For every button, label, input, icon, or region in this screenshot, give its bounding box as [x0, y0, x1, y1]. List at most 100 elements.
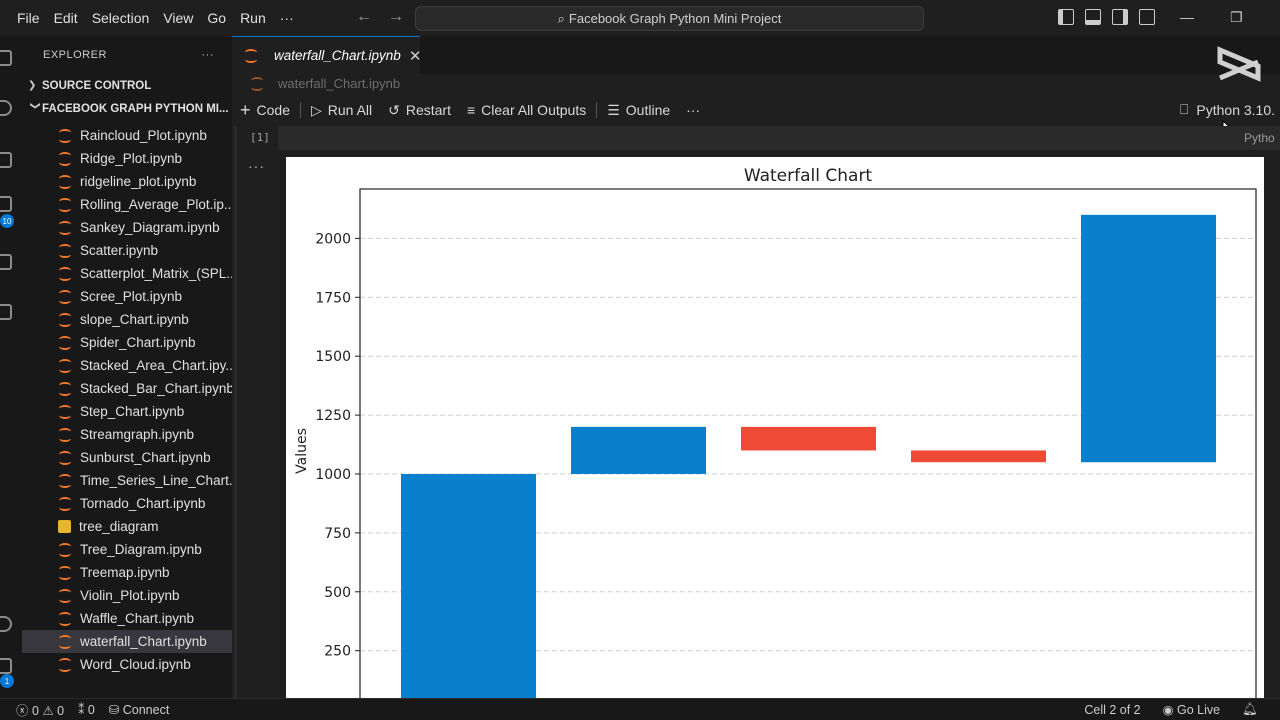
explorer-more-icon[interactable]: ··· — [201, 49, 214, 61]
menu-bar: File Edit Selection View Go Run ··· — [0, 6, 301, 30]
menu-item-view[interactable]: View — [163, 10, 194, 26]
search-text: Facebook Graph Python Mini Project — [568, 11, 782, 26]
file-name: Waffle_Chart.ipynb — [80, 611, 195, 626]
file-item[interactable]: Ridge_Plot.ipynb — [22, 147, 232, 170]
jupyter-file-icon — [58, 611, 72, 626]
menu-item-selection[interactable]: Selection — [91, 10, 150, 26]
jupyter-file-icon — [58, 450, 72, 465]
plus-icon: + — [240, 99, 251, 120]
breadcrumb-file[interactable]: waterfall_Chart.ipynb — [278, 76, 401, 91]
jupyter-file-icon — [58, 381, 72, 396]
menu-item-file[interactable]: File — [17, 10, 40, 26]
source-control-section[interactable]: ❯ SOURCE CONTROL — [22, 74, 232, 97]
file-item[interactable]: Stacked_Bar_Chart.ipynb — [22, 377, 232, 400]
kernel-picker[interactable]: ⎕ Python 3.10. — [1180, 101, 1275, 118]
file-name: Stacked_Area_Chart.ipy... — [80, 358, 232, 373]
file-item[interactable]: Tree_Diagram.ipynb — [22, 538, 232, 561]
file-name: waterfall_Chart.ipynb — [80, 634, 207, 649]
jupyter-file-icon — [58, 174, 72, 189]
file-name: Scatter.ipynb — [80, 243, 159, 258]
restart-button[interactable]: ↺ Restart — [380, 102, 459, 119]
toggle-panel-icon[interactable] — [1085, 9, 1101, 25]
toggle-primary-sidebar-icon[interactable] — [1058, 9, 1074, 25]
accounts-icon[interactable] — [0, 616, 12, 632]
file-item[interactable]: Word_Cloud.ipynb — [22, 653, 232, 676]
jupyter-file-icon — [58, 473, 72, 488]
file-name: ridgeline_plot.ipynb — [80, 174, 197, 189]
file-item[interactable]: Scatterplot_Matrix_(SPL... — [22, 262, 232, 285]
project-folder-section[interactable]: ❯ FACEBOOK GRAPH PYTHON MI... — [22, 97, 232, 120]
cell-language-label[interactable]: Pytho — [1244, 131, 1275, 145]
file-item[interactable]: Rolling_Average_Plot.ip... — [22, 193, 232, 216]
file-item[interactable]: Scatter.ipynb — [22, 239, 232, 262]
file-item[interactable]: Spider_Chart.ipynb — [22, 331, 232, 354]
title-bar: File Edit Selection View Go Run ··· ← → ⌕ Face… — [0, 0, 1280, 36]
file-item[interactable]: Scree_Plot.ipynb — [22, 285, 232, 308]
jupyter-file-icon — [244, 48, 258, 63]
file-item[interactable]: tree_diagram — [22, 515, 232, 538]
file-item[interactable]: ridgeline_plot.ipynb — [22, 170, 232, 193]
close-icon[interactable]: ✕ — [408, 47, 422, 65]
file-name: Scree_Plot.ipynb — [80, 289, 183, 304]
menu-item-more[interactable]: ··· — [279, 10, 294, 26]
jupyter-file-icon — [58, 404, 72, 419]
jupyter-file-icon — [58, 496, 72, 511]
toolbar-more-button[interactable]: ··· — [686, 102, 701, 118]
source-control-icon[interactable] — [0, 196, 12, 212]
problems-indicator[interactable]: ⓧ 0 ⚠ 0 — [16, 700, 64, 719]
sidebar-sash[interactable] — [234, 126, 237, 698]
error-icon: ⓧ — [16, 704, 29, 718]
cell-position[interactable]: Cell 2 of 2 — [1084, 702, 1141, 717]
testing-icon[interactable] — [0, 254, 12, 270]
customize-layout-icon[interactable] — [1139, 9, 1155, 25]
tab-waterfall-chart[interactable]: waterfall_Chart.ipynb ✕ — [232, 36, 422, 74]
code-cell-editor[interactable] — [278, 126, 1280, 150]
toggle-secondary-sidebar-icon[interactable] — [1112, 9, 1128, 25]
file-item[interactable]: Tornado_Chart.ipynb — [22, 492, 232, 515]
file-item[interactable]: Streamgraph.ipynb — [22, 423, 232, 446]
menu-item-run[interactable]: Run — [240, 10, 266, 26]
file-name: Rolling_Average_Plot.ip... — [80, 197, 232, 212]
run-debug-icon[interactable] — [0, 152, 12, 168]
file-item[interactable]: Step_Chart.ipynb — [22, 400, 232, 423]
waterfall-bar — [571, 426, 706, 474]
command-center-search[interactable]: ⌕ Facebook Graph Python Mini Project — [415, 6, 924, 31]
clear-all-outputs-button[interactable]: ≡ Clear All Outputs — [459, 102, 594, 118]
explorer-icon[interactable] — [0, 50, 12, 66]
menu-item-go[interactable]: Go — [207, 10, 227, 26]
editor-tab-bar: waterfall_Chart.ipynb ✕ — [232, 36, 1280, 74]
file-item[interactable]: Sankey_Diagram.ipynb — [22, 216, 232, 239]
extensions-icon[interactable] — [0, 304, 12, 320]
add-code-cell-button[interactable]: + Code — [232, 100, 298, 121]
waterfall-bar — [1081, 214, 1216, 463]
search-activity-icon[interactable] — [0, 100, 12, 116]
file-item[interactable]: Waffle_Chart.ipynb — [22, 607, 232, 630]
file-item[interactable]: slope_Chart.ipynb — [22, 308, 232, 331]
kernel-icon: ⎕ — [1180, 101, 1189, 117]
source-control-badge: 10 — [0, 214, 14, 228]
file-item[interactable]: Sunburst_Chart.ipynb — [22, 446, 232, 469]
connect-button[interactable]: ⛁ Connect — [109, 702, 170, 717]
output-more-icon[interactable]: ··· — [248, 158, 265, 174]
restore-icon[interactable]: ❐ — [1230, 9, 1243, 25]
back-arrow-icon[interactable]: ← — [356, 8, 372, 25]
file-name: slope_Chart.ipynb — [80, 312, 189, 327]
file-item[interactable]: Treemap.ipynb — [22, 561, 232, 584]
file-item[interactable]: waterfall_Chart.ipynb — [22, 630, 232, 653]
forward-arrow-icon[interactable]: → — [388, 8, 404, 25]
file-item[interactable]: Raincloud_Plot.ipynb — [22, 124, 232, 147]
y-tick-label: 250 — [324, 644, 351, 660]
jupyter-file-icon — [58, 634, 72, 649]
file-item[interactable]: Violin_Plot.ipynb — [22, 584, 232, 607]
go-live-button[interactable]: ◉ Go Live — [1163, 702, 1221, 717]
notifications-bell-icon[interactable]: 🔔︎ — [1242, 702, 1258, 716]
ports-indicator[interactable]: ⁑ 0 — [78, 702, 95, 717]
menu-item-edit[interactable]: Edit — [53, 10, 78, 26]
run-all-button[interactable]: ▷ Run All — [303, 102, 380, 119]
manage-gear-icon[interactable] — [0, 658, 12, 674]
outline-button[interactable]: ☰ Outline — [599, 102, 678, 119]
file-item[interactable]: Stacked_Area_Chart.ipy... — [22, 354, 232, 377]
minimize-icon[interactable]: — — [1180, 9, 1194, 25]
file-item[interactable]: Time_Series_Line_Chart... — [22, 469, 232, 492]
